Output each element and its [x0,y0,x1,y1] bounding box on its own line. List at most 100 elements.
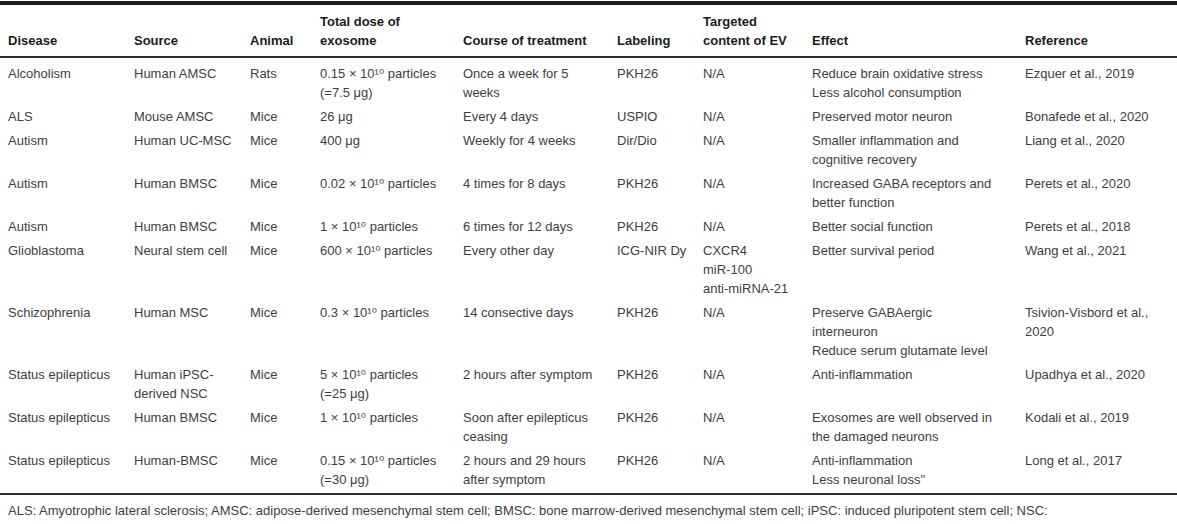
table-row: GlioblastomaNeural stem cellMice600 × 10… [0,238,1177,300]
column-header-disease: Disease [0,3,134,57]
column-header-labeling: Labeling [617,3,703,57]
cell-disease: Status epilepticus [0,448,134,491]
cell-animal: Mice [250,405,320,448]
cell-labeling: PKH26 [617,405,703,448]
cell-source: Human BMSC [134,214,250,238]
cell-targeted: N/A [703,300,812,362]
column-header-source: Source [134,3,250,57]
cell-disease: Status epilepticus [0,405,134,448]
cell-dose: 0.15 × 10¹⁰ particles (=30 μg) [320,448,463,491]
cell-reference: Perets et al., 2020 [1025,171,1177,214]
cell-targeted: N/A [703,448,812,491]
paper-table-figure: DiseaseSourceAnimalTotal dose of exosome… [0,0,1177,524]
cell-course: 2 hours after symptom [463,362,617,405]
cell-labeling: USPIO [617,104,703,128]
cell-labeling: PKH26 [617,171,703,214]
cell-disease: Schizophrenia [0,300,134,362]
table-row: Status epilepticusHuman BMSCMice1 × 10¹⁰… [0,405,1177,448]
cell-disease: Autism [0,128,134,171]
cell-targeted: N/A [703,405,812,448]
cell-animal: Mice [250,171,320,214]
exosome-treatment-table: DiseaseSourceAnimalTotal dose of exosome… [0,1,1177,491]
cell-course: 4 times for 8 days [463,171,617,214]
cell-animal: Mice [250,214,320,238]
cell-disease: Autism [0,214,134,238]
cell-dose: 0.02 × 10¹⁰ particles [320,171,463,214]
column-header-dose: Total dose of exosome [320,3,463,57]
cell-course: 14 consective days [463,300,617,362]
cell-labeling: PKH26 [617,448,703,491]
cell-source: Mouse AMSC [134,104,250,128]
cell-animal: Mice [250,128,320,171]
cell-dose: 26 μg [320,104,463,128]
cell-source: Human MSC [134,300,250,362]
cell-source: Human UC-MSC [134,128,250,171]
cell-disease: Autism [0,171,134,214]
cell-labeling: ICG-NIR Dy [617,238,703,300]
cell-targeted: N/A [703,104,812,128]
cell-effect: Exosomes are well observed in the damage… [812,405,1025,448]
cell-disease: Glioblastoma [0,238,134,300]
cell-source: Neural stem cell [134,238,250,300]
cell-labeling: Dir/Dio [617,128,703,171]
table-row: Status epilepticusHuman iPSC- derived NS… [0,362,1177,405]
cell-course: Weekly for 4 weeks [463,128,617,171]
cell-course: 6 times for 12 days [463,214,617,238]
cell-targeted: N/A [703,128,812,171]
cell-source: Human-BMSC [134,448,250,491]
cell-animal: Mice [250,362,320,405]
cell-labeling: PKH26 [617,214,703,238]
table-row: Status epilepticusHuman-BMSCMice0.15 × 1… [0,448,1177,491]
cell-dose: 400 μg [320,128,463,171]
column-header-animal: Animal [250,3,320,57]
cell-targeted: N/A [703,57,812,104]
cell-effect: Preserved motor neuron [812,104,1025,128]
cell-reference: Perets et al., 2018 [1025,214,1177,238]
cell-dose: 1 × 10¹⁰ particles [320,405,463,448]
table-row: SchizophreniaHuman MSCMice0.3 × 10¹⁰ par… [0,300,1177,362]
cell-course: Soon after epilepticus ceasing [463,405,617,448]
cell-effect: Better survival period [812,238,1025,300]
cell-course: Every 4 days [463,104,617,128]
cell-dose: 1 × 10¹⁰ particles [320,214,463,238]
cell-targeted: N/A [703,171,812,214]
column-header-reference: Reference [1025,3,1177,57]
cell-source: Human BMSC [134,171,250,214]
table-row: AutismHuman UC-MSCMice400 μgWeekly for 4… [0,128,1177,171]
table-body: AlcoholismHuman AMSCRats0.15 × 10¹⁰ part… [0,57,1177,491]
cell-dose: 0.15 × 10¹⁰ particles (=7.5 μg) [320,57,463,104]
cell-effect: Better social function [812,214,1025,238]
cell-disease: ALS [0,104,134,128]
cell-reference: Tsivion-Visbord et al., 2020 [1025,300,1177,362]
cell-labeling: PKH26 [617,362,703,405]
cell-effect: Anti-inflammation [812,362,1025,405]
cell-labeling: PKH26 [617,300,703,362]
cell-reference: Kodali et al., 2019 [1025,405,1177,448]
cell-reference: Wang et al., 2021 [1025,238,1177,300]
cell-animal: Mice [250,238,320,300]
table-header-row: DiseaseSourceAnimalTotal dose of exosome… [0,3,1177,57]
column-header-course: Course of treatment [463,3,617,57]
cell-effect: Increased GABA receptors and better func… [812,171,1025,214]
table-row: AlcoholismHuman AMSCRats0.15 × 10¹⁰ part… [0,57,1177,104]
cell-reference: Ezquer et al., 2019 [1025,57,1177,104]
cell-course: 2 hours and 29 hours after symptom [463,448,617,491]
cell-effect: Preserve GABAergic interneuron Reduce se… [812,300,1025,362]
cell-disease: Alcoholism [0,57,134,104]
cell-animal: Mice [250,104,320,128]
cell-source: Human BMSC [134,405,250,448]
cell-reference: Upadhya et al., 2020 [1025,362,1177,405]
cell-dose: 0.3 × 10¹⁰ particles [320,300,463,362]
column-header-effect: Effect [812,3,1025,57]
cell-reference: Bonafede et al., 2020 [1025,104,1177,128]
cell-animal: Rats [250,57,320,104]
cell-animal: Mice [250,300,320,362]
table-row: ALSMouse AMSCMice26 μgEvery 4 daysUSPION… [0,104,1177,128]
cell-reference: Long et al., 2017 [1025,448,1177,491]
cell-source: Human AMSC [134,57,250,104]
cell-dose: 5 × 10¹⁰ particles (=25 μg) [320,362,463,405]
column-header-targeted: Targeted content of EV [703,3,812,57]
cell-course: Once a week for 5 weeks [463,57,617,104]
cell-targeted: N/A [703,362,812,405]
table-row: AutismHuman BMSCMice1 × 10¹⁰ particles6 … [0,214,1177,238]
